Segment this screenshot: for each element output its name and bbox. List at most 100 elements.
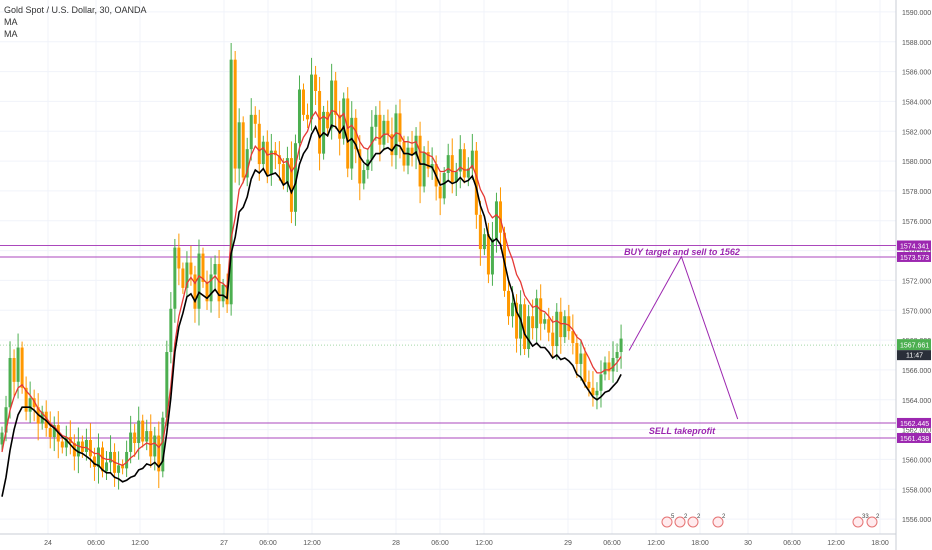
candle-body bbox=[342, 98, 346, 139]
y-tick-label: 1584.000 bbox=[902, 99, 931, 106]
candle-body bbox=[414, 135, 418, 156]
x-tick-label: 06:00 bbox=[431, 540, 449, 547]
candle-body bbox=[607, 362, 611, 372]
y-tick-label: 1570.000 bbox=[902, 308, 931, 315]
candle-body bbox=[523, 304, 527, 350]
candle-body bbox=[543, 319, 547, 324]
candle-body bbox=[474, 150, 478, 215]
candle-body bbox=[535, 298, 539, 329]
candle-body bbox=[129, 432, 133, 452]
candle-body bbox=[482, 234, 486, 250]
candle-body bbox=[314, 74, 318, 91]
candle-body bbox=[109, 451, 113, 463]
candle-body bbox=[285, 158, 289, 184]
candle-body bbox=[273, 150, 277, 156]
candle-body bbox=[575, 343, 579, 364]
candle-body bbox=[245, 149, 249, 178]
candle-body bbox=[334, 80, 338, 115]
y-tick-label: 1590.000 bbox=[902, 10, 931, 17]
chart-legend: Gold Spot / U.S. Dollar, 30, OANDA MA MA bbox=[4, 4, 147, 40]
economic-event-icon[interactable] bbox=[661, 516, 673, 528]
candle-body bbox=[362, 170, 366, 184]
candle-body bbox=[591, 387, 595, 396]
annotation-label[interactable]: SELL takeprofit bbox=[649, 426, 716, 436]
y-tick-label: 1578.000 bbox=[902, 189, 931, 196]
candle-body bbox=[302, 89, 305, 115]
candle-body bbox=[571, 331, 575, 344]
y-tick-label: 1586.000 bbox=[902, 70, 931, 77]
y-tick-label: 1588.000 bbox=[902, 40, 931, 47]
candle-body bbox=[486, 234, 490, 275]
y-tick-label: 1558.000 bbox=[902, 487, 931, 494]
y-tick-label: 1566.000 bbox=[902, 368, 931, 375]
candle-body bbox=[92, 456, 96, 467]
event-count-label: 2 bbox=[722, 514, 726, 520]
candle-body bbox=[583, 353, 587, 382]
candle-body bbox=[289, 158, 293, 212]
candle-body bbox=[205, 281, 209, 302]
candle-body bbox=[80, 441, 84, 452]
candle-body bbox=[237, 122, 241, 169]
candle-body bbox=[88, 440, 92, 457]
x-tick-label: 18:00 bbox=[871, 540, 889, 547]
ma-indicator-label-2[interactable]: MA bbox=[4, 29, 18, 39]
economic-event-icon[interactable] bbox=[674, 516, 686, 528]
candle-body bbox=[470, 150, 474, 169]
candle-body bbox=[181, 268, 185, 288]
candle-body bbox=[531, 316, 535, 329]
economic-event-icon[interactable] bbox=[712, 516, 724, 528]
candle-body bbox=[539, 298, 543, 324]
y-tick-label: 1556.000 bbox=[902, 517, 931, 524]
candle-body bbox=[60, 441, 64, 448]
symbol-title[interactable]: Gold Spot / U.S. Dollar, 30, OANDA bbox=[4, 5, 147, 15]
annotation-label[interactable]: BUY target and sell to 1562 bbox=[624, 247, 740, 257]
candle-body bbox=[121, 465, 125, 469]
price-level-badge bbox=[897, 251, 931, 262]
event-count-label: 2 bbox=[684, 514, 688, 520]
x-tick-label: 06:00 bbox=[783, 540, 801, 547]
candle-body bbox=[193, 274, 197, 309]
event-count-label: 33 bbox=[862, 514, 869, 520]
candle-body bbox=[442, 173, 446, 199]
candle-body bbox=[281, 164, 285, 184]
candle-body bbox=[221, 284, 225, 302]
candle-body bbox=[52, 425, 56, 438]
candle-body bbox=[462, 149, 466, 178]
ma-indicator-label-1[interactable]: MA bbox=[4, 17, 18, 27]
x-tick-label: 12:00 bbox=[475, 540, 493, 547]
candle-body bbox=[446, 155, 450, 174]
candle-body bbox=[277, 155, 281, 165]
candle-body bbox=[386, 120, 390, 135]
projection-path[interactable] bbox=[628, 255, 739, 420]
x-tick-label: 30 bbox=[744, 540, 752, 547]
y-tick-label: 1560.000 bbox=[902, 457, 931, 464]
economic-event-icon[interactable] bbox=[687, 516, 699, 528]
candle-body bbox=[422, 152, 426, 187]
economic-event-icon[interactable] bbox=[852, 516, 864, 528]
candle-body bbox=[241, 122, 245, 178]
candle-body bbox=[257, 123, 261, 165]
y-tick-label: 1564.000 bbox=[902, 398, 931, 405]
candle-body bbox=[527, 316, 531, 350]
candle-body bbox=[117, 465, 121, 473]
candle-body bbox=[398, 113, 402, 142]
event-count-label: 2 bbox=[697, 514, 701, 520]
candle-body bbox=[374, 114, 378, 127]
candle-body bbox=[4, 407, 8, 433]
x-tick-label: 12:00 bbox=[647, 540, 665, 547]
price-level-badge bbox=[897, 432, 931, 443]
price-level-badge-label: 1562.445 bbox=[900, 421, 929, 428]
candle-body bbox=[48, 428, 52, 438]
candle-body bbox=[587, 381, 591, 388]
price-level-badge-label: 1574.341 bbox=[900, 244, 929, 251]
candle-body bbox=[354, 117, 358, 150]
candle-body bbox=[265, 141, 269, 175]
candle-body bbox=[426, 152, 430, 169]
economic-event-icon[interactable] bbox=[866, 516, 878, 528]
candle-body bbox=[96, 447, 100, 467]
candle-body bbox=[0, 432, 4, 445]
y-tick-label: 1582.000 bbox=[902, 129, 931, 136]
